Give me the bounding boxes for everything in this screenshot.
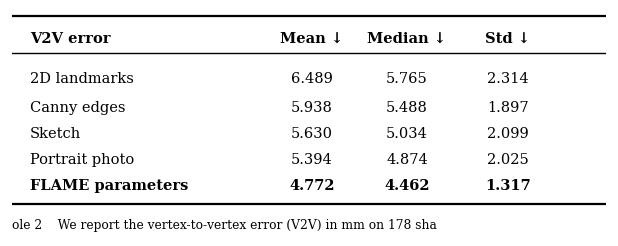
Text: 4.772: 4.772 — [289, 179, 335, 193]
Text: 5.765: 5.765 — [386, 72, 428, 86]
Text: 2.314: 2.314 — [487, 72, 528, 86]
Text: 2.099: 2.099 — [487, 127, 528, 141]
Text: FLAME parameters: FLAME parameters — [30, 179, 188, 193]
Text: Portrait photo: Portrait photo — [30, 153, 134, 167]
Text: 5.488: 5.488 — [386, 101, 428, 115]
Text: Median ↓: Median ↓ — [367, 32, 446, 46]
Text: 5.630: 5.630 — [291, 127, 333, 141]
Text: V2V error: V2V error — [30, 32, 111, 46]
Text: Std ↓: Std ↓ — [485, 32, 530, 46]
Text: 1.897: 1.897 — [487, 101, 528, 115]
Text: 5.394: 5.394 — [291, 153, 333, 167]
Text: Canny edges: Canny edges — [30, 101, 125, 115]
Text: 5.938: 5.938 — [291, 101, 333, 115]
Text: 1.317: 1.317 — [485, 179, 531, 193]
Text: 2.025: 2.025 — [487, 153, 528, 167]
Text: Mean ↓: Mean ↓ — [281, 32, 344, 46]
Text: 5.034: 5.034 — [386, 127, 428, 141]
Text: Sketch: Sketch — [30, 127, 82, 141]
Text: 4.874: 4.874 — [386, 153, 428, 167]
Text: ole 2    We report the vertex-to-vertex error (V2V) in mm on 178 sha: ole 2 We report the vertex-to-vertex err… — [12, 219, 438, 232]
Text: 6.489: 6.489 — [291, 72, 333, 86]
Text: 2D landmarks: 2D landmarks — [30, 72, 134, 86]
Text: 4.462: 4.462 — [384, 179, 430, 193]
